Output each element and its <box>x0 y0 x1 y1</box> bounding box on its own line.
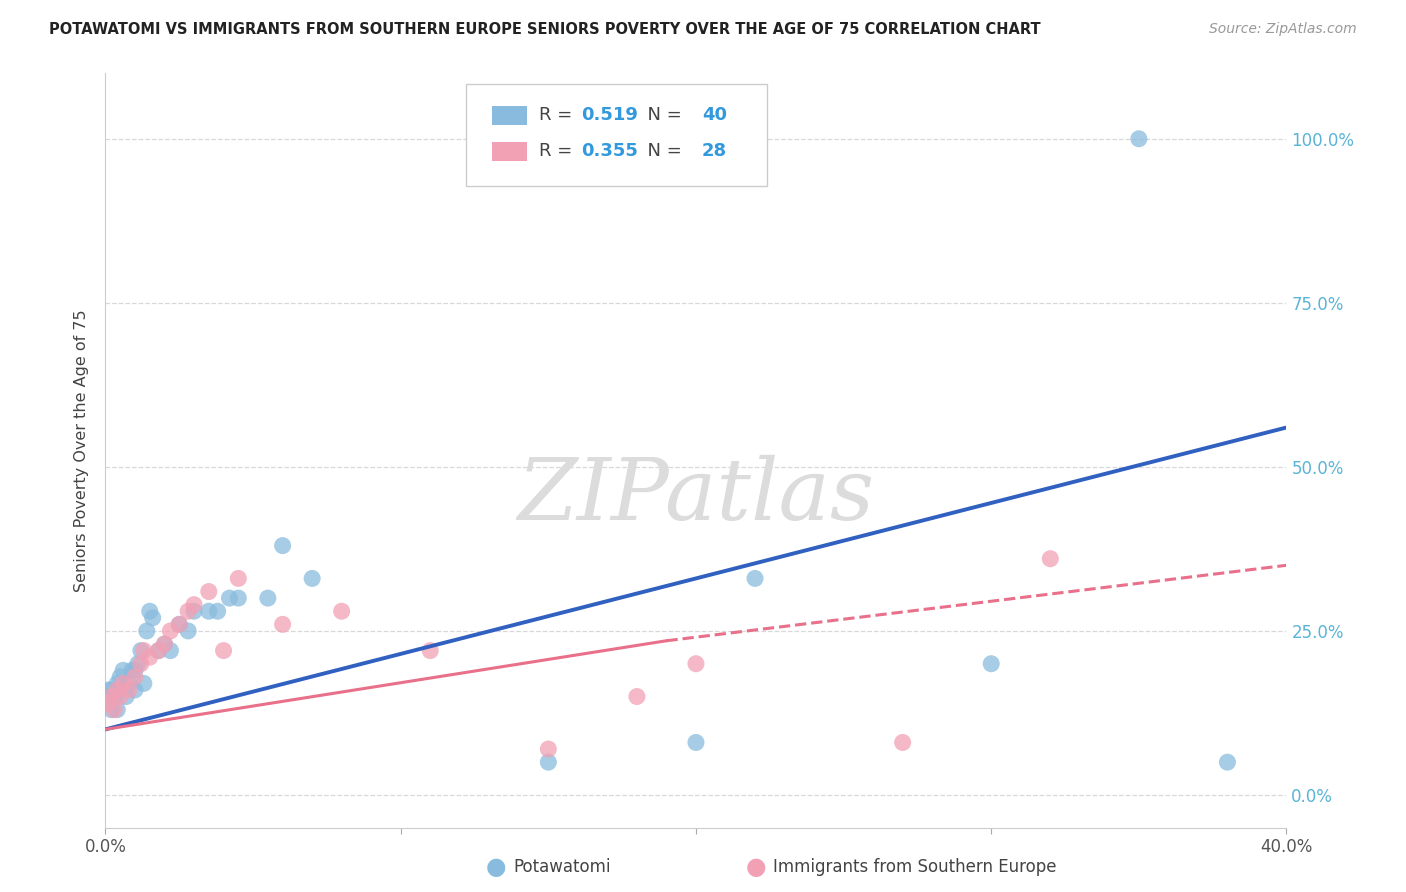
Text: 28: 28 <box>702 142 727 160</box>
Point <box>148 643 170 657</box>
Point <box>132 643 155 657</box>
Point <box>197 604 219 618</box>
Text: 0.519: 0.519 <box>582 105 638 124</box>
FancyBboxPatch shape <box>465 85 766 186</box>
Point <box>138 650 162 665</box>
Point <box>537 742 560 756</box>
Point <box>537 755 560 769</box>
Point <box>110 683 132 698</box>
Point <box>685 735 707 749</box>
Text: 40: 40 <box>702 105 727 124</box>
Text: N =: N = <box>636 142 688 160</box>
Point <box>744 571 766 585</box>
Point <box>330 604 353 618</box>
Point <box>257 591 280 606</box>
Point <box>97 683 120 698</box>
Point <box>105 676 128 690</box>
Point <box>103 690 125 704</box>
Point <box>159 624 181 638</box>
Point <box>148 643 170 657</box>
Text: R =: R = <box>538 142 578 160</box>
Point <box>183 604 205 618</box>
Point <box>105 703 128 717</box>
Point <box>891 735 914 749</box>
Point <box>183 598 205 612</box>
Point <box>112 676 135 690</box>
Point <box>169 617 191 632</box>
Point <box>132 676 155 690</box>
Point <box>129 657 152 671</box>
Point <box>685 657 707 671</box>
Point <box>129 643 152 657</box>
Point <box>118 683 141 698</box>
Point <box>97 696 120 710</box>
Point <box>100 703 122 717</box>
Point <box>118 676 141 690</box>
Point <box>228 571 250 585</box>
Point <box>1039 551 1062 566</box>
Y-axis label: Seniors Poverty Over the Age of 75: Seniors Poverty Over the Age of 75 <box>75 310 90 591</box>
Point <box>212 643 235 657</box>
Point <box>153 637 176 651</box>
Point <box>142 611 165 625</box>
Point <box>115 690 138 704</box>
Point <box>103 703 125 717</box>
Text: Immigrants from Southern Europe: Immigrants from Southern Europe <box>773 858 1057 876</box>
Point <box>110 670 132 684</box>
Point <box>177 624 200 638</box>
Point <box>112 663 135 677</box>
Point <box>207 604 229 618</box>
Point <box>124 683 146 698</box>
Point <box>271 617 294 632</box>
Text: 0.355: 0.355 <box>582 142 638 160</box>
Point <box>153 637 176 651</box>
Text: POTAWATOMI VS IMMIGRANTS FROM SOUTHERN EUROPE SENIORS POVERTY OVER THE AGE OF 75: POTAWATOMI VS IMMIGRANTS FROM SOUTHERN E… <box>49 22 1040 37</box>
Point <box>105 683 128 698</box>
Point <box>127 657 149 671</box>
Point <box>218 591 240 606</box>
Text: Potawatomi: Potawatomi <box>513 858 610 876</box>
Point <box>124 670 146 684</box>
Point <box>100 690 122 704</box>
Point <box>1128 132 1150 146</box>
Point <box>980 657 1002 671</box>
Point <box>97 690 120 704</box>
Point <box>419 643 441 657</box>
Point <box>197 584 219 599</box>
Point <box>271 539 294 553</box>
Point <box>228 591 250 606</box>
Text: R =: R = <box>538 105 578 124</box>
Point <box>110 690 132 704</box>
Point <box>301 571 323 585</box>
Point <box>135 624 157 638</box>
Point <box>100 683 122 698</box>
Point <box>626 690 648 704</box>
Text: ZIPatlas: ZIPatlas <box>517 454 875 537</box>
FancyBboxPatch shape <box>492 142 527 161</box>
Point <box>177 604 200 618</box>
Text: Source: ZipAtlas.com: Source: ZipAtlas.com <box>1209 22 1357 37</box>
FancyBboxPatch shape <box>492 105 527 125</box>
Text: N =: N = <box>636 105 688 124</box>
Text: ●: ● <box>745 855 766 879</box>
Point <box>169 617 191 632</box>
Point <box>138 604 162 618</box>
Point <box>124 663 146 677</box>
Point <box>1216 755 1239 769</box>
Point <box>159 643 181 657</box>
Text: ●: ● <box>485 855 506 879</box>
Point <box>121 663 143 677</box>
